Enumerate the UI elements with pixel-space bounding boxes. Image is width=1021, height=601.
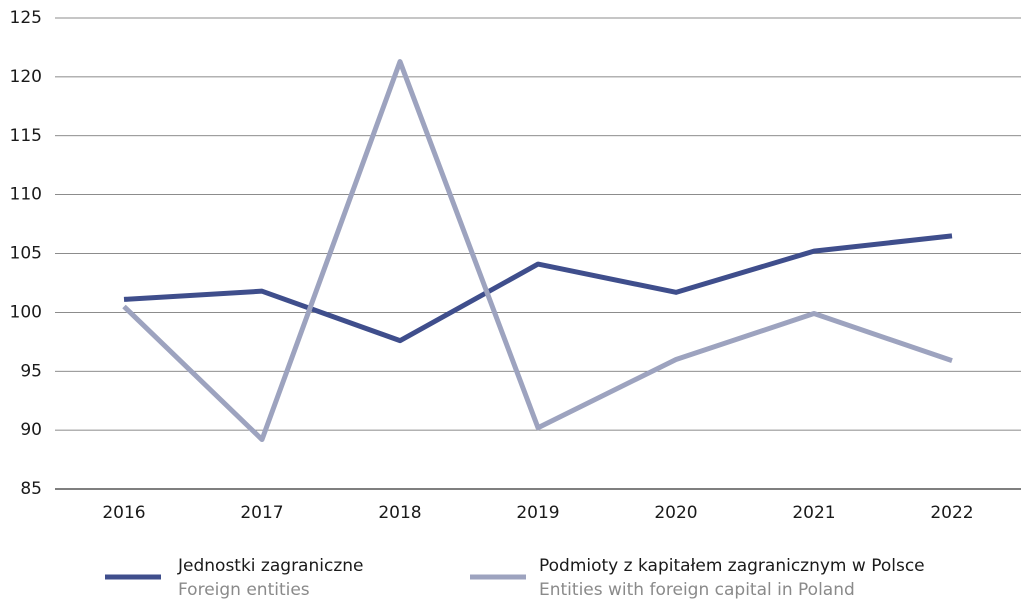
y-tick-label: 95 (20, 361, 42, 381)
series-line (122, 59, 953, 443)
x-tick-label: 2016 (102, 503, 145, 523)
legend-sublabel: Foreign entities (178, 580, 310, 600)
x-tick-label: 2019 (516, 503, 559, 523)
y-tick-label: 105 (10, 244, 42, 264)
legend-sublabel: Entities with foreign capital in Poland (539, 580, 855, 600)
x-tick-label: 2021 (792, 503, 835, 523)
y-tick-label: 100 (10, 302, 42, 322)
x-tick-label: 2018 (378, 503, 421, 523)
x-tick-label: 2020 (654, 503, 697, 523)
x-tick-label: 2017 (240, 503, 283, 523)
y-tick-label: 120 (10, 67, 42, 87)
y-tick-label: 115 (10, 126, 42, 146)
y-tick-label: 125 (10, 8, 42, 28)
y-tick-label: 90 (20, 420, 42, 440)
series-line (123, 233, 953, 344)
legend-label: Jednostki zagraniczne (177, 556, 363, 576)
legend-label: Podmioty z kapitałem zagranicznym w Pols… (539, 556, 925, 576)
y-tick-label: 85 (20, 479, 42, 499)
x-tick-label: 2022 (930, 503, 973, 523)
y-tick-label: 110 (10, 185, 42, 205)
